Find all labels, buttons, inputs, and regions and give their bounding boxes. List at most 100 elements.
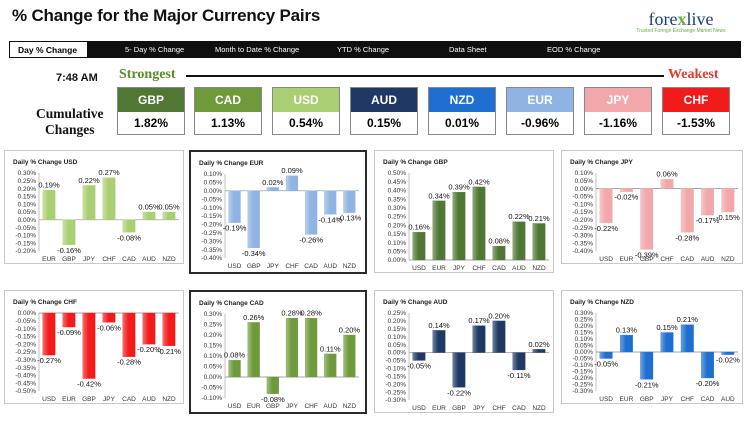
currency-box-cad: CAD 1.13% xyxy=(194,87,262,135)
y-tick-label: 0.40% xyxy=(388,188,407,195)
y-tick-label: -0.40% xyxy=(15,373,36,380)
tab-month-to-date-change[interactable]: Month to Date % Change xyxy=(215,45,300,54)
bar-gbp xyxy=(247,190,260,249)
category-label: GBP xyxy=(640,396,654,403)
category-label: AUD xyxy=(721,396,735,403)
category-label: CAD xyxy=(680,256,694,263)
y-tick-label: -0.10% xyxy=(201,395,222,402)
chart-nzd-svg: Daily % Change NZD0.30%0.25%0.20%0.15%0.… xyxy=(570,299,740,403)
data-label: -0.20% xyxy=(137,345,161,354)
bar-usd xyxy=(599,351,613,359)
data-label: -0.21% xyxy=(157,347,181,356)
category-label: CHF xyxy=(492,405,505,412)
bar-chf xyxy=(492,320,506,353)
bar-cad xyxy=(512,352,526,371)
y-tick-label: -0.10% xyxy=(15,326,36,333)
y-tick-label: 0.45% xyxy=(388,179,407,186)
data-label: -0.16% xyxy=(57,246,81,255)
forexlive-logo[interactable]: forexlive Trusted Foreign Exchange Marke… xyxy=(620,10,742,40)
y-tick-label: -0.40% xyxy=(572,248,593,255)
bar-aud xyxy=(721,351,735,355)
data-label: 0.22% xyxy=(508,212,530,221)
cumulative-label-line2: Changes xyxy=(44,122,95,137)
y-tick-label: -0.05% xyxy=(201,385,222,392)
y-tick-label: -0.20% xyxy=(15,341,36,348)
logo-text-b: live xyxy=(686,9,714,29)
y-tick-label: -0.15% xyxy=(572,369,593,376)
category-label: JPY xyxy=(453,265,466,272)
y-tick-label: 0.10% xyxy=(388,240,407,247)
y-tick-label: -0.05% xyxy=(572,194,593,201)
y-tick-label: -0.40% xyxy=(201,255,222,262)
chart-panel-aud: Daily % Change AUD 0.25% 0.20% 0.15% 0.10% 0.… xyxy=(374,290,554,413)
y-tick-label: -0.30% xyxy=(572,388,593,395)
y-tick-label: -0.05% xyxy=(201,196,222,203)
tab-data-sheet[interactable]: Data Sheet xyxy=(449,45,487,54)
bar-chf xyxy=(472,186,486,261)
category-label: AUD xyxy=(142,396,156,403)
chart-title: Daily % Change CAD xyxy=(199,300,264,307)
currency-value: 0.01% xyxy=(444,116,480,130)
category-label: EUR xyxy=(62,396,76,403)
currency-box-aud: AUD 0.15% xyxy=(350,87,418,135)
category-label: EUR xyxy=(432,405,446,412)
currency-value: 1.13% xyxy=(210,116,246,130)
category-label: GBP xyxy=(82,396,96,403)
tab-5day-change[interactable]: 5- Day % Change xyxy=(125,45,185,54)
bar-gbp xyxy=(82,312,96,379)
y-tick-label: 0.05% xyxy=(18,209,37,216)
tab-day-change[interactable]: Day % Change xyxy=(9,41,89,58)
data-label: 0.13% xyxy=(616,326,638,335)
bar-nzd xyxy=(343,334,356,378)
tab-ytd-change[interactable]: YTD % Change xyxy=(337,45,390,54)
chart-gbp-svg: Daily % Change GBP 0.50% 0.45% 0.40%0.35% 0.… xyxy=(383,159,550,272)
currency-code: NZD xyxy=(429,88,495,112)
category-label: NZD xyxy=(162,256,176,263)
y-tick-label: 0.25% xyxy=(18,178,37,185)
chart-chf-svg: Daily % Change CHF 0.00%-0.05%-0.10%-0.15… xyxy=(13,299,181,403)
currency-box-jpy: JPY -1.16% xyxy=(584,87,652,135)
chart-panel-chf: Daily % Change CHF 0.00% -0.05% -0.10% -0.15… xyxy=(4,290,184,404)
bar-cad xyxy=(701,351,715,379)
data-label: -0.13% xyxy=(338,214,362,223)
chart-aud-svg: Daily % Change AUD0.25%0.20%0.15%0.10%0.… xyxy=(383,299,550,412)
category-label: CHF xyxy=(304,403,317,410)
y-tick-label: 0.00% xyxy=(204,188,223,195)
category-label: GBP xyxy=(452,405,466,412)
y-tick-label: 0.50% xyxy=(388,170,407,177)
data-label: -0.08% xyxy=(117,233,141,242)
page-title: % Change for the Major Currency Pairs xyxy=(12,6,321,25)
cumulative-changes-label: Cumulative Changes xyxy=(36,106,104,138)
chart-panel-usd: Daily % Change USD 0.30% 0.25% 0.20% 0.15% 0.… xyxy=(4,150,184,264)
tab-eod-change[interactable]: EOD % Change xyxy=(547,45,601,54)
y-tick-label: -0.35% xyxy=(15,365,36,372)
data-label: 0.28% xyxy=(301,309,323,318)
y-tick-label: -0.35% xyxy=(201,247,222,254)
bar-jpy xyxy=(452,191,466,261)
y-tick-label: 0.15% xyxy=(388,326,407,333)
y-tick-label: -0.05% xyxy=(572,356,593,363)
y-tick-label: 0.30% xyxy=(204,311,223,318)
category-label: JPY xyxy=(267,263,280,270)
y-tick-label: 0.00% xyxy=(204,374,223,381)
y-tick-label: -0.30% xyxy=(385,397,406,404)
data-label: 0.06% xyxy=(656,170,678,179)
y-tick-label: 0.20% xyxy=(388,318,407,325)
bar-aud xyxy=(512,221,526,261)
y-tick-label: 0.25% xyxy=(204,322,223,329)
currency-code: AUD xyxy=(351,88,417,112)
chart-title: Daily % Change GBP xyxy=(383,159,448,166)
bar-jpy xyxy=(82,185,96,220)
data-label: 0.09% xyxy=(281,166,303,175)
bar-chf xyxy=(305,318,318,378)
data-label: -0.11% xyxy=(507,371,531,380)
data-label: -0.42% xyxy=(77,380,101,389)
currency-value: -1.53% xyxy=(676,116,716,130)
category-label: USD xyxy=(412,405,426,412)
y-tick-label: -0.35% xyxy=(572,240,593,247)
currency-value: -1.16% xyxy=(598,116,638,130)
bar-usd xyxy=(228,360,241,378)
data-label: 0.17% xyxy=(468,316,490,325)
data-label: -0.22% xyxy=(594,224,618,233)
chart-usd-svg: Daily % Change USD0.30%0.25%0.20%0.15%0.… xyxy=(13,159,180,263)
